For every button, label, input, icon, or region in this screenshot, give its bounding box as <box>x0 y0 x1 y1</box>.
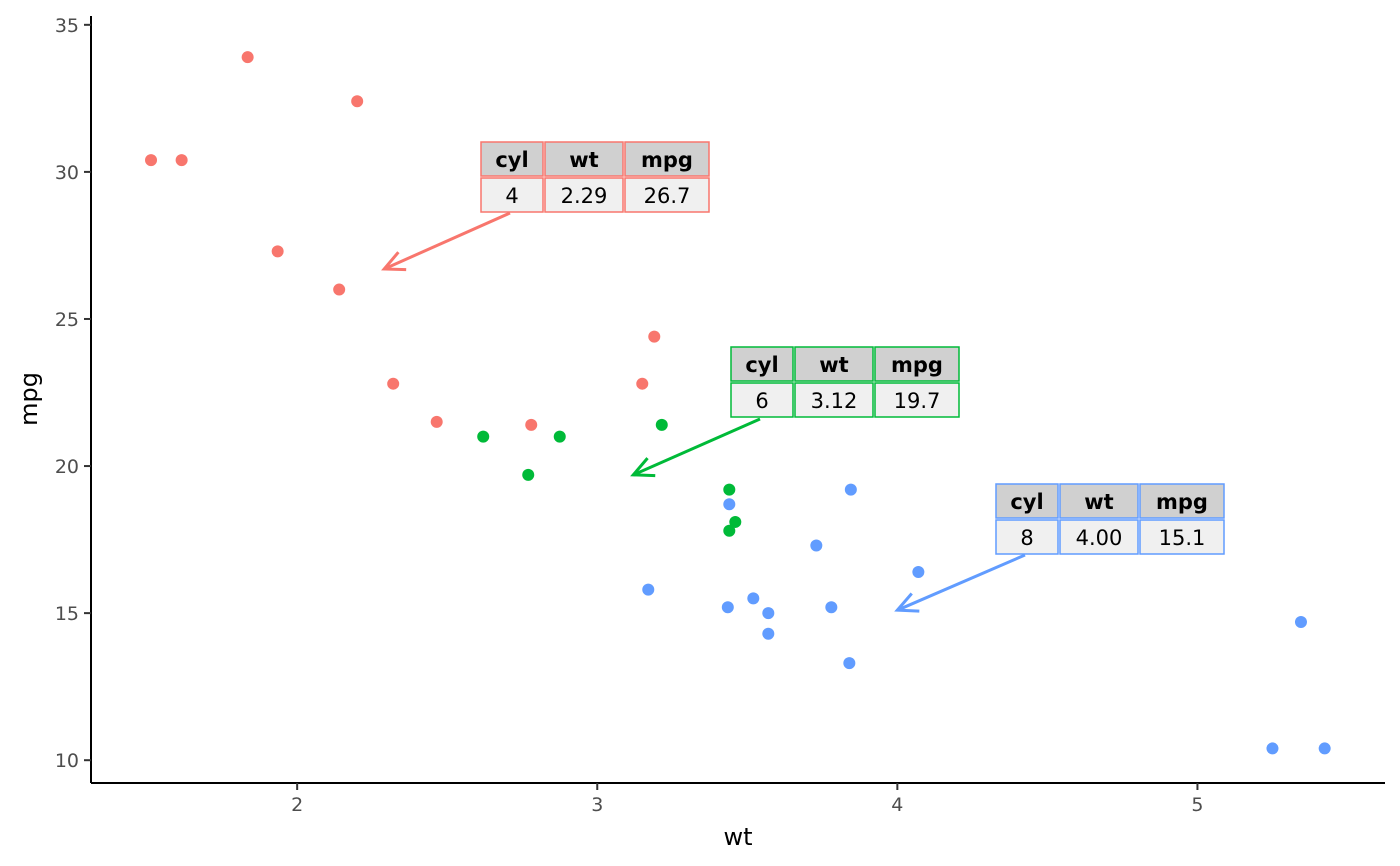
table-value-text: 8 <box>1020 526 1033 550</box>
table-value-cell <box>794 382 874 418</box>
table-header-text: mpg <box>1156 490 1208 514</box>
table-header-cell <box>1059 483 1139 519</box>
data-point-cyl-8 <box>825 601 838 614</box>
table-value-cell <box>544 177 624 213</box>
data-point-cyl-6 <box>522 468 535 481</box>
x-tick-label: 4 <box>891 794 903 816</box>
data-point-cyl-6 <box>477 430 490 443</box>
x-tick-label: 5 <box>1191 794 1203 816</box>
data-point-cyl-8 <box>723 498 736 511</box>
x-tick-label: 2 <box>291 794 303 816</box>
table-header-text: wt <box>819 353 848 377</box>
table-value-cell <box>1139 519 1225 555</box>
table-header-cell <box>1139 483 1225 519</box>
data-point-cyl-6 <box>723 483 736 496</box>
table-header-cell <box>874 346 960 382</box>
table-header-cell <box>794 346 874 382</box>
annotation-cyl-6: cyl 6 wt 3.12 mpg 19.7 <box>630 346 960 478</box>
table-header-text: mpg <box>891 353 943 377</box>
data-point-cyl-8 <box>762 627 775 640</box>
annotation-arrow-head <box>381 251 407 272</box>
annotations: cyl 4 wt 2.29 mpg 26.7 cyl 6 wt 3.12 mpg 19.7 cyl 8 wt… <box>381 141 1225 613</box>
data-point-cyl-4 <box>333 283 346 296</box>
data-point-cyl-8 <box>810 539 823 552</box>
data-point-cyl-8 <box>1266 742 1279 755</box>
y-tick-label: 25 <box>55 309 79 331</box>
y-tick-label: 30 <box>55 162 79 184</box>
table-value-text: 4 <box>505 184 518 208</box>
table-value-text: 4.00 <box>1076 526 1123 550</box>
annotation-arrow-line <box>383 211 511 271</box>
table-value-text: 3.12 <box>811 389 858 413</box>
data-point-cyl-4 <box>241 51 254 64</box>
data-point-cyl-4 <box>430 415 443 428</box>
table-value-cell <box>730 382 794 418</box>
table-value-cell <box>995 519 1059 555</box>
data-point-cyl-4 <box>175 154 188 167</box>
table-value-text: 26.7 <box>644 184 691 208</box>
data-point-cyl-4 <box>525 418 538 431</box>
data-point-cyl-4 <box>387 377 400 390</box>
table-header-cell <box>544 141 624 177</box>
table-value-text: 6 <box>755 389 768 413</box>
data-point-cyl-8 <box>843 657 856 670</box>
x-tick-label: 3 <box>591 794 603 816</box>
data-point-cyl-8 <box>844 483 857 496</box>
annotation-arrow-line <box>896 553 1026 612</box>
table-header-text: cyl <box>1010 490 1043 514</box>
table-header-text: cyl <box>745 353 778 377</box>
table-value-cell <box>480 177 544 213</box>
table-value-cell <box>874 382 960 418</box>
data-point-cyl-4 <box>648 330 661 343</box>
table-header-cell <box>624 141 710 177</box>
table-header-cell <box>995 483 1059 519</box>
y-tick-label: 15 <box>55 603 79 625</box>
data-point-cyl-8 <box>762 607 775 620</box>
data-point-cyl-6 <box>723 524 736 537</box>
data-point-cyl-6 <box>553 430 566 443</box>
table-header-text: cyl <box>495 148 528 172</box>
table-value-text: 19.7 <box>894 389 941 413</box>
x-axis-title: wt <box>723 823 752 851</box>
annotation-arrow-line <box>632 417 761 477</box>
data-point-cyl-8 <box>747 592 760 605</box>
data-point-cyl-8 <box>912 565 925 578</box>
table-value-text: 2.29 <box>561 184 608 208</box>
data-point-cyl-6 <box>729 515 742 528</box>
data-point-cyl-4 <box>271 245 284 258</box>
y-tick-label: 35 <box>55 15 79 37</box>
table-header-text: wt <box>1084 490 1113 514</box>
axes <box>90 16 1385 784</box>
data-points <box>145 51 1331 755</box>
y-tick-label: 20 <box>55 456 79 478</box>
y-ticks: 10 15 20 25 30 35 <box>55 15 91 772</box>
table-header-text: wt <box>569 148 598 172</box>
data-point-cyl-4 <box>351 95 364 108</box>
table-value-cell <box>624 177 710 213</box>
table-header-cell <box>730 346 794 382</box>
data-point-cyl-8 <box>1318 742 1331 755</box>
data-point-cyl-8 <box>1294 615 1307 628</box>
data-point-cyl-8 <box>642 583 655 596</box>
table-header-text: mpg <box>641 148 693 172</box>
data-point-cyl-8 <box>721 601 734 614</box>
y-tick-label: 10 <box>55 750 79 772</box>
annotation-cyl-4: cyl 4 wt 2.29 mpg 26.7 <box>381 141 710 272</box>
table-value-text: 15.1 <box>1159 526 1206 550</box>
annotation-cyl-8: cyl 8 wt 4.00 mpg 15.1 <box>894 483 1225 613</box>
y-axis-title: mpg <box>15 372 43 426</box>
table-header-cell <box>480 141 544 177</box>
data-point-cyl-4 <box>145 154 158 167</box>
data-point-cyl-6 <box>655 418 668 431</box>
table-value-cell <box>1059 519 1139 555</box>
data-point-cyl-4 <box>636 377 649 390</box>
x-ticks: 2 3 4 5 <box>291 783 1203 816</box>
annotation-arrow-head <box>630 457 656 478</box>
annotation-arrow-head <box>894 592 920 613</box>
